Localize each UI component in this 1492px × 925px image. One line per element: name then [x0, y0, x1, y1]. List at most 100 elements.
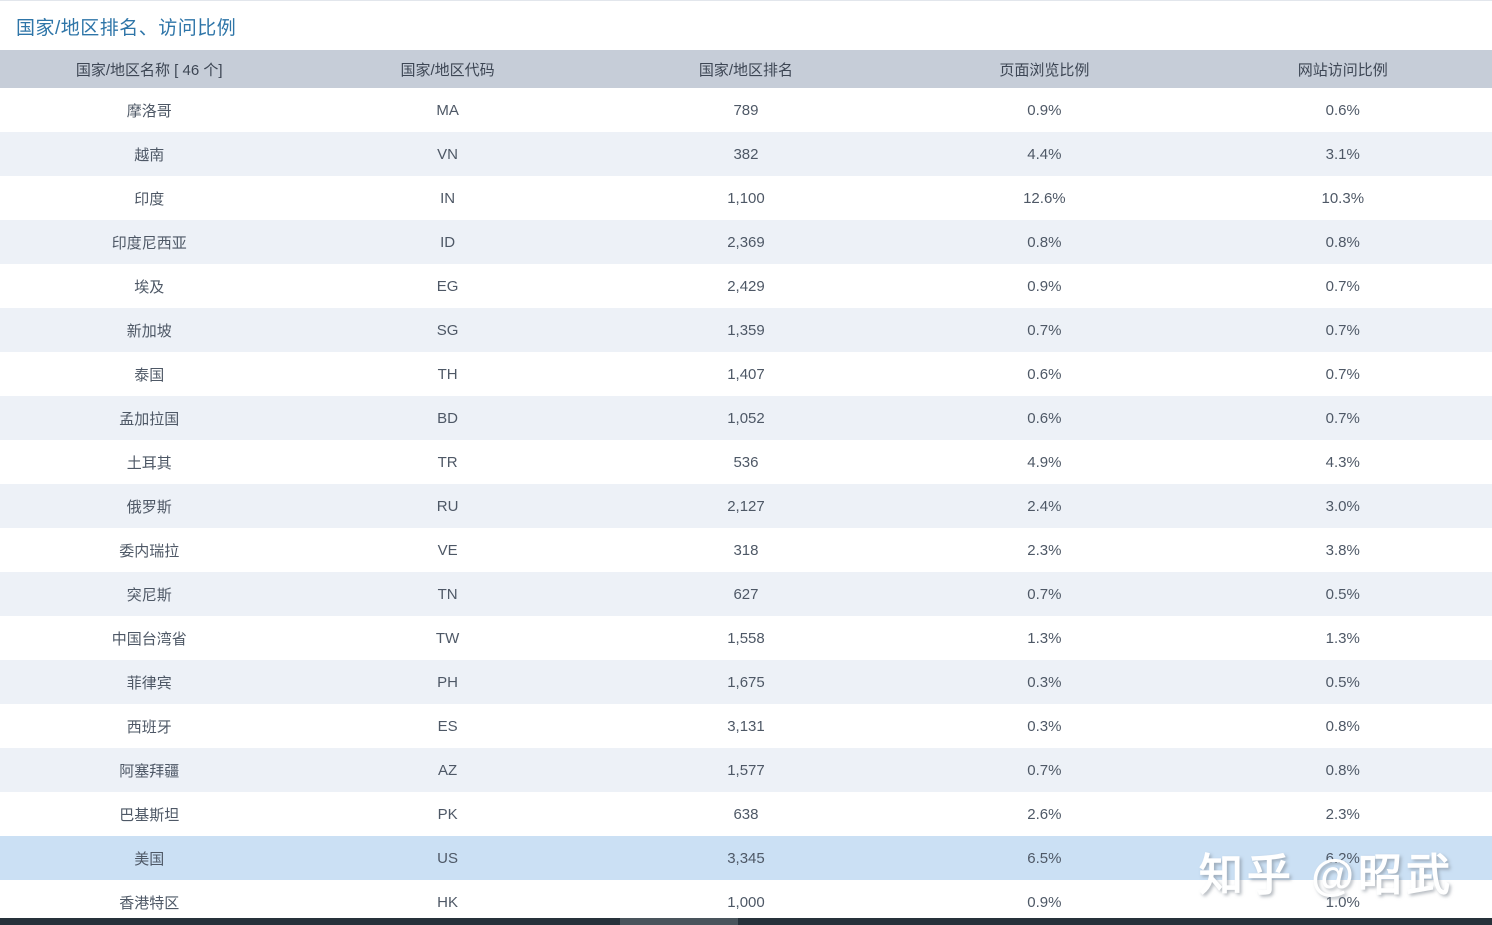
horizontal-scrollbar[interactable]	[0, 918, 1492, 925]
cell-visit-ratio: 0.7%	[1193, 264, 1492, 308]
cell-pageview-ratio: 0.7%	[895, 748, 1194, 792]
title-bar: 国家/地区排名、访问比例	[0, 1, 1492, 50]
table-row[interactable]: 埃及 EG 2,429 0.9% 0.7%	[0, 264, 1492, 308]
scrollbar-thumb[interactable]	[620, 918, 738, 925]
cell-country-name: 西班牙	[0, 704, 299, 748]
cell-country-name: 摩洛哥	[0, 88, 299, 132]
column-header-country-rank[interactable]: 国家/地区排名	[596, 50, 896, 88]
table-row[interactable]: 泰国 TH 1,407 0.6% 0.7%	[0, 352, 1492, 396]
cell-pageview-ratio: 0.9%	[895, 264, 1194, 308]
cell-pageview-ratio: 4.4%	[895, 132, 1194, 176]
column-header-country-code[interactable]: 国家/地区代码	[298, 50, 597, 88]
cell-country-rank: 789	[596, 88, 896, 132]
table-row[interactable]: 俄罗斯 RU 2,127 2.4% 3.0%	[0, 484, 1492, 528]
cell-country-code: RU	[298, 484, 597, 528]
cell-country-code: EG	[298, 264, 597, 308]
cell-country-name: 土耳其	[0, 440, 299, 484]
cell-visit-ratio: 0.7%	[1193, 396, 1492, 440]
cell-country-rank: 2,429	[596, 264, 896, 308]
cell-country-code: ES	[298, 704, 597, 748]
cell-pageview-ratio: 0.8%	[895, 220, 1194, 264]
cell-country-name: 孟加拉国	[0, 396, 299, 440]
cell-country-name: 委内瑞拉	[0, 528, 299, 572]
cell-visit-ratio: 0.7%	[1193, 308, 1492, 352]
cell-country-name: 越南	[0, 132, 299, 176]
cell-country-name: 突尼斯	[0, 572, 299, 616]
cell-country-rank: 1,052	[596, 396, 896, 440]
table-row[interactable]: 土耳其 TR 536 4.9% 4.3%	[0, 440, 1492, 484]
cell-country-name: 俄罗斯	[0, 484, 299, 528]
cell-visit-ratio: 3.0%	[1193, 484, 1492, 528]
table-row[interactable]: 印度尼西亚 ID 2,369 0.8% 0.8%	[0, 220, 1492, 264]
table-header-row: 国家/地区名称 [ 46 个] 国家/地区代码 国家/地区排名 页面浏览比例 网…	[0, 50, 1492, 88]
cell-country-code: SG	[298, 308, 597, 352]
cell-visit-ratio: 0.8%	[1193, 748, 1492, 792]
cell-visit-ratio: 4.3%	[1193, 440, 1492, 484]
cell-country-rank: 2,127	[596, 484, 896, 528]
cell-pageview-ratio: 0.7%	[895, 308, 1194, 352]
cell-visit-ratio: 1.0%	[1193, 880, 1492, 924]
table-row[interactable]: 委内瑞拉 VE 318 2.3% 3.8%	[0, 528, 1492, 572]
cell-country-rank: 627	[596, 572, 896, 616]
cell-country-name: 美国	[0, 836, 299, 880]
country-region-table: 国家/地区名称 [ 46 个] 国家/地区代码 国家/地区排名 页面浏览比例 网…	[0, 50, 1492, 924]
table-row[interactable]: 孟加拉国 BD 1,052 0.6% 0.7%	[0, 396, 1492, 440]
table-row[interactable]: 阿塞拜疆 AZ 1,577 0.7% 0.8%	[0, 748, 1492, 792]
cell-country-code: TH	[298, 352, 597, 396]
cell-pageview-ratio: 0.3%	[895, 704, 1194, 748]
cell-country-rank: 1,359	[596, 308, 896, 352]
cell-country-code: PK	[298, 792, 597, 836]
table-row[interactable]: 越南 VN 382 4.4% 3.1%	[0, 132, 1492, 176]
cell-pageview-ratio: 0.3%	[895, 660, 1194, 704]
table-row[interactable]: 中国台湾省 TW 1,558 1.3% 1.3%	[0, 616, 1492, 660]
cell-pageview-ratio: 6.5%	[895, 836, 1194, 880]
cell-visit-ratio: 0.5%	[1193, 660, 1492, 704]
cell-pageview-ratio: 4.9%	[895, 440, 1194, 484]
cell-pageview-ratio: 0.9%	[895, 88, 1194, 132]
cell-country-name: 埃及	[0, 264, 299, 308]
cell-country-rank: 536	[596, 440, 896, 484]
cell-country-code: TR	[298, 440, 597, 484]
table-row[interactable]: 美国 US 3,345 6.5% 6.2%	[0, 836, 1492, 880]
column-header-country-name[interactable]: 国家/地区名称 [ 46 个]	[0, 50, 299, 88]
cell-pageview-ratio: 12.6%	[895, 176, 1194, 220]
cell-country-rank: 1,407	[596, 352, 896, 396]
cell-pageview-ratio: 1.3%	[895, 616, 1194, 660]
cell-country-name: 香港特区	[0, 880, 299, 924]
cell-visit-ratio: 1.3%	[1193, 616, 1492, 660]
cell-pageview-ratio: 0.7%	[895, 572, 1194, 616]
cell-country-code: HK	[298, 880, 597, 924]
cell-country-name: 阿塞拜疆	[0, 748, 299, 792]
cell-visit-ratio: 6.2%	[1193, 836, 1492, 880]
table-row[interactable]: 巴基斯坦 PK 638 2.6% 2.3%	[0, 792, 1492, 836]
cell-country-code: VE	[298, 528, 597, 572]
table-row[interactable]: 菲律宾 PH 1,675 0.3% 0.5%	[0, 660, 1492, 704]
cell-country-rank: 382	[596, 132, 896, 176]
cell-country-code: US	[298, 836, 597, 880]
table-row[interactable]: 新加坡 SG 1,359 0.7% 0.7%	[0, 308, 1492, 352]
table-row[interactable]: 印度 IN 1,100 12.6% 10.3%	[0, 176, 1492, 220]
cell-country-code: VN	[298, 132, 597, 176]
table-row[interactable]: 香港特区 HK 1,000 0.9% 1.0%	[0, 880, 1492, 924]
cell-pageview-ratio: 0.6%	[895, 352, 1194, 396]
cell-visit-ratio: 0.8%	[1193, 704, 1492, 748]
cell-country-rank: 638	[596, 792, 896, 836]
cell-pageview-ratio: 2.3%	[895, 528, 1194, 572]
cell-pageview-ratio: 2.6%	[895, 792, 1194, 836]
cell-country-name: 新加坡	[0, 308, 299, 352]
column-header-visit-ratio[interactable]: 网站访问比例	[1193, 50, 1492, 88]
cell-country-rank: 3,345	[596, 836, 896, 880]
table-row[interactable]: 突尼斯 TN 627 0.7% 0.5%	[0, 572, 1492, 616]
cell-country-name: 巴基斯坦	[0, 792, 299, 836]
column-header-pageview-ratio[interactable]: 页面浏览比例	[895, 50, 1194, 88]
cell-visit-ratio: 0.8%	[1193, 220, 1492, 264]
cell-country-code: TW	[298, 616, 597, 660]
table-row[interactable]: 摩洛哥 MA 789 0.9% 0.6%	[0, 88, 1492, 132]
cell-country-rank: 3,131	[596, 704, 896, 748]
table-row[interactable]: 西班牙 ES 3,131 0.3% 0.8%	[0, 704, 1492, 748]
cell-country-rank: 318	[596, 528, 896, 572]
table-body: 摩洛哥 MA 789 0.9% 0.6% 越南 VN 382 4.4% 3.1% 印度 IN 1,100…	[0, 88, 1492, 924]
cell-country-rank: 1,675	[596, 660, 896, 704]
table-header: 国家/地区名称 [ 46 个] 国家/地区代码 国家/地区排名 页面浏览比例 网…	[0, 50, 1492, 88]
